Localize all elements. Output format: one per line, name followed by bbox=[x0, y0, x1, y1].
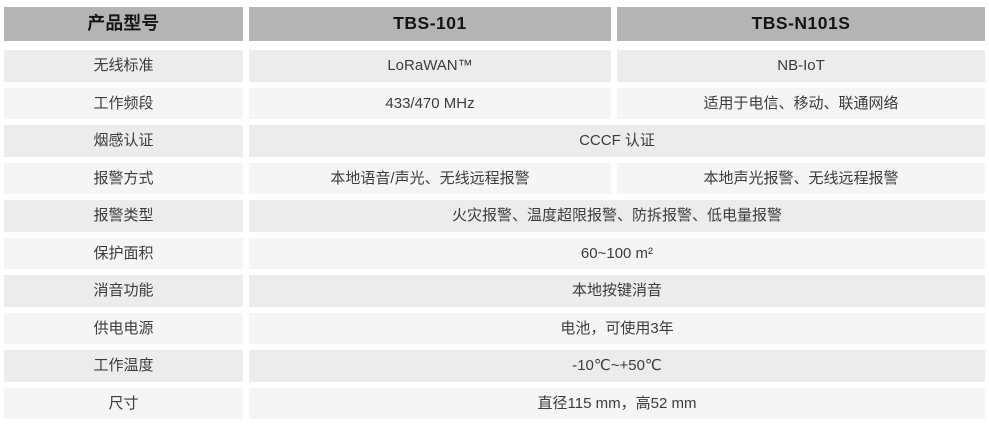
row-label: 无线标准 bbox=[4, 50, 243, 82]
row-label: 烟感认证 bbox=[4, 125, 243, 157]
cell-tbs101: 433/470 MHz bbox=[249, 87, 611, 119]
table-row-power-supply: 供电电源 电池，可使用3年 bbox=[4, 312, 985, 344]
header-tbsn101s: TBS-N101S bbox=[617, 7, 985, 41]
table-row-wireless-standard: 无线标准 LoRaWAN™ NB-IoT bbox=[4, 50, 985, 82]
table-row-dimensions: 尺寸 直径115 mm，高52 mm bbox=[4, 387, 985, 419]
row-label: 供电电源 bbox=[4, 312, 243, 344]
header-product-model: 产品型号 bbox=[4, 7, 243, 41]
table-row-mute-function: 消音功能 本地按键消音 bbox=[4, 275, 985, 307]
row-label: 报警类型 bbox=[4, 200, 243, 232]
cell-tbsn101s: NB-IoT bbox=[617, 50, 985, 82]
row-label: 报警方式 bbox=[4, 162, 243, 194]
cell-tbsn101s: 适用于电信、移动、联通网络 bbox=[617, 87, 985, 119]
cell-tbsn101s: 本地声光报警、无线远程报警 bbox=[617, 162, 985, 194]
row-label: 消音功能 bbox=[4, 275, 243, 307]
row-label: 保护面积 bbox=[4, 237, 243, 269]
table-row-alarm-type: 报警类型 火灾报警、温度超限报警、防拆报警、低电量报警 bbox=[4, 200, 985, 232]
table-row-operating-temperature: 工作温度 -10℃~+50℃ bbox=[4, 350, 985, 382]
cell-merged-value: CCCF 认证 bbox=[249, 125, 985, 157]
table-row-protection-area: 保护面积 60~100 m² bbox=[4, 237, 985, 269]
row-label: 工作频段 bbox=[4, 87, 243, 119]
table-row-smoke-certification: 烟感认证 CCCF 认证 bbox=[4, 125, 985, 157]
cell-tbs101: LoRaWAN™ bbox=[249, 50, 611, 82]
row-label: 尺寸 bbox=[4, 387, 243, 419]
header-tbs101: TBS-101 bbox=[249, 7, 611, 41]
table-row-alarm-method: 报警方式 本地语音/声光、无线远程报警 本地声光报警、无线远程报警 bbox=[4, 162, 985, 194]
cell-merged-value: 电池，可使用3年 bbox=[249, 312, 985, 344]
product-spec-table: 产品型号 TBS-101 TBS-N101S 无线标准 LoRaWAN™ NB-… bbox=[4, 7, 985, 425]
cell-tbs101: 本地语音/声光、无线远程报警 bbox=[249, 162, 611, 194]
cell-merged-value: 60~100 m² bbox=[249, 237, 985, 269]
cell-merged-value: 直径115 mm，高52 mm bbox=[249, 387, 985, 419]
cell-merged-value: 本地按键消音 bbox=[249, 275, 985, 307]
table-header-row: 产品型号 TBS-101 TBS-N101S bbox=[4, 7, 985, 41]
cell-merged-value: 火灾报警、温度超限报警、防拆报警、低电量报警 bbox=[249, 200, 985, 232]
cell-merged-value: -10℃~+50℃ bbox=[249, 350, 985, 382]
row-label: 工作温度 bbox=[4, 350, 243, 382]
table-row-frequency-band: 工作频段 433/470 MHz 适用于电信、移动、联通网络 bbox=[4, 87, 985, 119]
